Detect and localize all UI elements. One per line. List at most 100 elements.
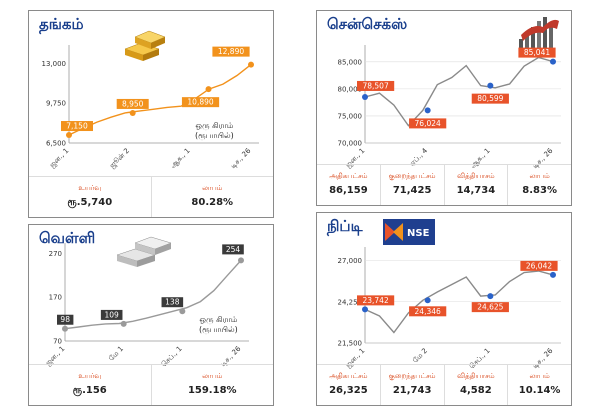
data-label: 109 [105, 310, 120, 319]
stat-label: லாபம் [202, 372, 223, 380]
data-label: 10,890 [187, 98, 213, 107]
silver-note-line-1: ஒரு கிராம் [199, 315, 238, 324]
silver-stat-rise: உயர்வு ரூ.156 [29, 365, 152, 405]
data-point [362, 306, 368, 313]
y-tick-label: 80,000 [338, 85, 363, 93]
sensex-title: சென்செக்ஸ் [327, 15, 408, 33]
data-point [424, 107, 431, 114]
silver-unit-note: ஒரு கிராம் (ரூபாயில்) [199, 315, 238, 335]
data-label: 26,042 [526, 261, 552, 270]
sensex-stat-high: அதிகபட்சம் 86,159 [317, 165, 381, 205]
data-label-bg [57, 314, 74, 325]
gold-chart: 6,500 9,750 13,000 ஜன., 1 ஜூன் 2 ஆக., 1 டிச., … [42, 45, 259, 171]
data-label: 78,507 [362, 81, 388, 90]
nifty-stat-high: அதிகபட்சம் 26,325 [317, 365, 381, 405]
data-label-bg [471, 302, 509, 313]
stat-value: 4,582 [460, 385, 492, 396]
sensex-stats: அதிகபட்சம் 86,159 குறைந்தபட்சம் 71,425 வ… [317, 164, 571, 205]
data-label-bg [409, 118, 447, 129]
data-label-bg [116, 98, 149, 109]
data-point [120, 320, 127, 327]
y-tick-label: 270 [49, 250, 62, 258]
stat-label: வித்தியாசம் [457, 172, 495, 180]
silver-panel: வெள்ளி 70 170 270 ஜன., 1 மே 1 செப்., 1 டிச., 2… [28, 224, 274, 406]
data-label-bg [357, 80, 395, 91]
y-tick-label: 85,000 [338, 58, 363, 66]
stat-value: 80.28% [191, 197, 234, 208]
gold-stat-profit: லாபம் 80.28% [152, 177, 274, 217]
data-point [238, 257, 244, 264]
sensex-stat-low: குறைந்தபட்சம் 71,425 [381, 165, 445, 205]
y-tick-label: 9,750 [46, 100, 66, 108]
data-label-bg [100, 309, 123, 320]
y-tick-label: 170 [49, 294, 62, 302]
y-tick-label: 6,500 [46, 140, 66, 148]
sensex-stat-diff: வித்தியாசம் 14,734 [445, 165, 509, 205]
stat-value: 159.18% [187, 385, 237, 396]
data-point [550, 271, 556, 278]
stat-label: லாபம் [529, 172, 550, 180]
y-tick-label: 75,000 [338, 112, 363, 120]
nse-logo-text: NSE [407, 228, 430, 239]
data-point [487, 82, 494, 89]
data-label: 24,346 [415, 307, 441, 316]
stat-value: ரூ.5,740 [67, 197, 113, 208]
nifty-stat-low: குறைந்தபட்சம் 21,743 [381, 365, 445, 405]
stat-label: லாபம் [529, 372, 550, 380]
bull-icon [513, 13, 563, 53]
stat-label: குறைந்தபட்சம் [388, 172, 436, 180]
data-point [66, 132, 72, 139]
data-label-bg [357, 295, 395, 306]
x-tick-label: மே 1 [107, 345, 125, 363]
stat-value: 86,159 [329, 185, 368, 196]
x-tick-label: ஜூன் 2 [108, 147, 132, 171]
data-label: 254 [226, 245, 241, 254]
data-label-bg [471, 93, 509, 104]
data-point [62, 325, 68, 332]
stat-label: அதிகபட்சம் [329, 172, 368, 180]
data-label: 85,041 [524, 48, 550, 57]
data-label-bg [181, 97, 220, 108]
data-label-bg [518, 47, 556, 58]
y-tick-label: 21,500 [338, 340, 363, 348]
series-line [364, 270, 554, 334]
gold-unit-note: ஒரு கிராம் (ரூபாயில்) [195, 121, 234, 141]
silver-stat-profit: லாபம் 159.18% [152, 365, 274, 405]
gold-panel: தங்கம் 6,500 9,750 13,000 ஜன., 1 ஜூன் 2 ஆக., … [28, 10, 274, 218]
data-label: 8,950 [122, 99, 144, 108]
stat-value: 10.14% [518, 385, 561, 396]
data-label-bg [161, 297, 184, 308]
gold-note-line-2: (ரூபாயில்) [195, 131, 234, 140]
stat-value: 71,425 [392, 185, 432, 196]
sensex-stat-profit: லாபம் 8.83% [508, 165, 571, 205]
data-label: 80,599 [477, 94, 503, 103]
data-point [205, 86, 212, 93]
data-label: 138 [165, 298, 180, 307]
data-point [129, 109, 136, 116]
stat-label: லாபம் [202, 184, 223, 192]
silver-note-line-2: (ரூபாயில்) [199, 325, 238, 334]
nse-logo-icon: NSE [383, 219, 435, 245]
stat-label: வித்தியாசம் [457, 372, 495, 380]
stat-label: உயர்வு [78, 184, 102, 192]
stat-value: 21,743 [392, 385, 432, 396]
data-point [487, 293, 494, 300]
data-label: 12,890 [218, 47, 244, 56]
data-point [248, 61, 254, 68]
series-line [68, 64, 252, 136]
silver-title: வெள்ளி [39, 229, 96, 247]
gold-title: தங்கம் [39, 15, 84, 33]
x-tick-label: மே 2 [411, 347, 429, 365]
y-tick-label: 70 [53, 338, 62, 346]
sensex-panel: சென்செக்ஸ் 70,000 75,000 80,000 85,000 ஜன., … [316, 10, 572, 206]
gold-stat-rise: உயர்வு ரூ.5,740 [29, 177, 152, 217]
gold-stats: உயர்வு ரூ.5,740 லாபம் 80.28% [29, 176, 273, 217]
x-tick-label: டிச., 26 [229, 146, 253, 170]
data-point [550, 58, 556, 65]
data-point [179, 308, 186, 315]
stat-label: குறைந்தபட்சம் [388, 372, 436, 380]
stat-value: 26,325 [329, 385, 368, 396]
data-label: 23,742 [362, 296, 388, 305]
